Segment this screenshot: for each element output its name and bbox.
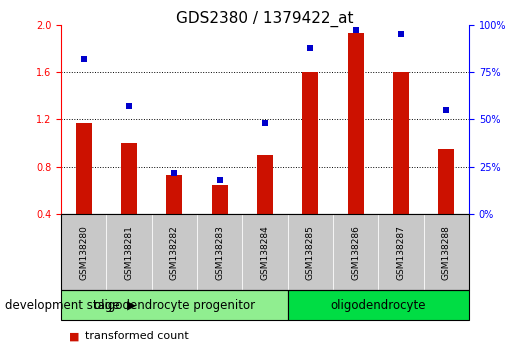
Text: transformed count: transformed count bbox=[85, 331, 189, 341]
Text: oligodendrocyte progenitor: oligodendrocyte progenitor bbox=[94, 299, 255, 312]
Text: GSM138281: GSM138281 bbox=[125, 225, 134, 280]
Text: ■: ■ bbox=[69, 331, 80, 341]
Point bbox=[215, 177, 224, 183]
Point bbox=[261, 120, 269, 126]
Point bbox=[80, 56, 88, 62]
Bar bbox=[166, 175, 182, 214]
Text: GSM138288: GSM138288 bbox=[442, 225, 451, 280]
Bar bbox=[76, 123, 92, 214]
Text: GSM138284: GSM138284 bbox=[261, 225, 269, 280]
Bar bbox=[303, 72, 319, 214]
Bar bbox=[393, 72, 409, 214]
Text: development stage  ▶: development stage ▶ bbox=[5, 299, 136, 312]
Text: GSM138287: GSM138287 bbox=[396, 225, 405, 280]
Point bbox=[442, 107, 450, 113]
Point bbox=[397, 32, 405, 37]
Text: GSM138286: GSM138286 bbox=[351, 225, 360, 280]
Bar bbox=[438, 149, 454, 214]
Text: GSM138280: GSM138280 bbox=[79, 225, 88, 280]
Point bbox=[125, 103, 133, 109]
Bar bbox=[121, 143, 137, 214]
Point bbox=[306, 45, 315, 50]
Bar bbox=[211, 184, 227, 214]
Point bbox=[170, 170, 179, 175]
Text: GSM138283: GSM138283 bbox=[215, 225, 224, 280]
Text: GDS2380 / 1379422_at: GDS2380 / 1379422_at bbox=[176, 11, 354, 27]
Text: GSM138282: GSM138282 bbox=[170, 225, 179, 280]
Bar bbox=[348, 33, 364, 214]
Bar bbox=[257, 155, 273, 214]
Point bbox=[351, 28, 360, 33]
Text: GSM138285: GSM138285 bbox=[306, 225, 315, 280]
Text: oligodendrocyte: oligodendrocyte bbox=[331, 299, 426, 312]
